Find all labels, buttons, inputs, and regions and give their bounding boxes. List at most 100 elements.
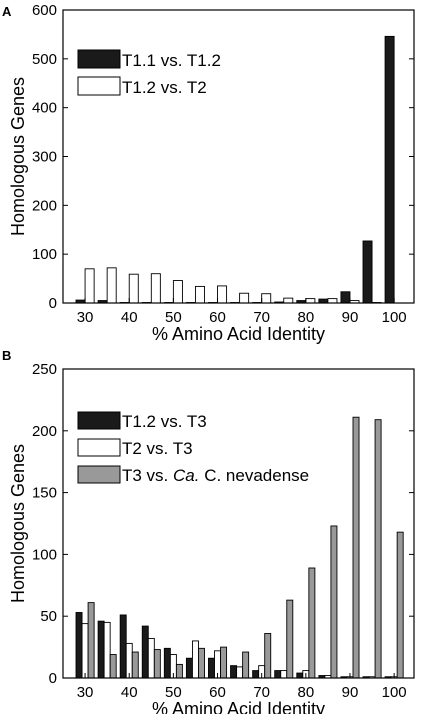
bar-t2-vs-t3-35 [103,621,111,679]
bar-t1-2-vs-t2-75 [283,297,294,304]
y-tick-label-0: 0 [49,670,57,687]
bar-t1-1-vs-t1-2-90 [340,291,351,304]
bar-t1-2-vs-t3-30 [75,612,83,679]
legend-label-t3-vs-ca-c-nevadense: T3 vs. Ca. C. nevadense [122,466,309,485]
panel-b-bars [75,416,404,679]
panel-b: B 0 50 100 150 200 250 30 40 50 60 70 80 90 100 Homo… [2,348,415,714]
bar-t1-2-vs-t2-85 [327,298,338,304]
bar-t1-2-vs-t3-65 [230,665,238,679]
panel-a-x-axis-label: % Amino Acid Identity [152,324,325,344]
x-tick-label-70: 70 [253,684,270,701]
legend-label-t12-vs-t2: T1.2 vs. T2 [122,78,207,97]
bar-t3-vs-ca-c-nevadense-85 [330,525,338,679]
y-tick-label-200: 200 [32,423,57,440]
legend-swatch-t2-vs-t3 [77,438,121,457]
y-tick-label-200: 200 [32,197,57,214]
y-tick-label-100: 100 [32,546,57,563]
x-tick-label-90: 90 [342,684,359,701]
bar-t1-2-vs-t3-60 [208,657,215,679]
bar-t3-vs-ca-c-nevadense-55 [198,647,205,679]
x-tick-label-80: 80 [297,684,314,701]
y-tick-label-500: 500 [32,51,57,68]
panel-a-y-axis-label: Homologous Genes [8,77,28,236]
panel-a-letter: A [2,4,12,19]
y-tick-label-400: 400 [32,100,57,117]
bar-t3-vs-ca-c-nevadense-80 [308,567,316,679]
legend-swatch-t12-vs-t3 [77,411,121,430]
panel-b-y-axis-label: Homologous Genes [8,444,28,603]
bar-t1-1-vs-t1-2-95 [362,240,373,304]
y-tick-label-600: 600 [32,2,57,19]
legend-label-t12-vs-t3: T1.2 vs. T3 [122,412,207,431]
legend-label-t2-vs-t3: T2 vs. T3 [122,439,193,458]
bar-t1-2-vs-t3-55 [185,657,193,679]
x-tick-label-60: 60 [209,684,226,701]
legend-swatch-t12-vs-t2 [77,76,121,96]
bar-t1-2-vs-t2-40 [128,273,139,304]
x-tick-label-80: 80 [297,309,314,326]
y-tick-label-50: 50 [40,608,57,625]
bar-t2-vs-t3-40 [125,642,133,679]
bar-t3-vs-ca-c-nevadense-35 [109,654,117,679]
x-tick-label-50: 50 [165,309,182,326]
panel-b-plot-frame [62,368,415,679]
bar-t3-vs-ca-c-nevadense-30 [87,602,95,679]
panel-a-bars [75,35,395,304]
bar-t1-1-vs-t1-2-100 [384,35,395,304]
x-tick-label-100: 100 [382,684,407,701]
panel-b-letter: B [2,348,11,363]
panel-b-x-ticks: 30 40 50 60 70 80 90 100 [77,673,407,701]
bar-t1-2-vs-t3-45 [141,625,149,679]
bar-t1-2-vs-t2-50 [172,280,183,304]
x-tick-label-40: 40 [121,684,138,701]
bar-t1-2-vs-t2-45 [150,273,161,304]
bar-t2-vs-t3-30 [81,623,89,679]
y-tick-label-300: 300 [32,149,57,166]
x-tick-label-30: 30 [77,684,94,701]
bar-t1-2-vs-t2-65 [239,292,250,304]
panel-a-x-ticks: 30 40 50 60 70 80 90 100 [77,298,407,326]
bar-t3-vs-ca-c-nevadense-100 [396,531,404,679]
bar-t3-vs-ca-c-nevadense-40 [131,651,139,679]
bar-t1-2-vs-t2-70 [261,293,272,304]
x-tick-label-90: 90 [342,309,359,326]
bar-t1-2-vs-t3-50 [163,647,171,679]
bar-t1-2-vs-t2-80 [305,298,316,304]
bar-t3-vs-ca-c-nevadense-75 [286,599,294,679]
bar-t2-vs-t3-75 [280,670,288,679]
bar-t3-vs-ca-c-nevadense-90 [352,416,360,679]
legend-swatch-t3-vs-ca-c-nevadense [77,465,121,484]
bar-t1-2-vs-t2-30 [84,268,95,304]
bar-t1-2-vs-t2-60 [217,285,228,304]
x-tick-label-60: 60 [209,309,226,326]
x-tick-label-30: 30 [77,309,94,326]
bar-t1-2-vs-t2-35 [106,267,117,304]
x-tick-label-50: 50 [165,684,182,701]
y-tick-label-100: 100 [32,246,57,263]
legend-label-t11-vs-t12: T1.1 vs. T1.2 [122,51,221,70]
y-tick-label-150: 150 [32,485,57,502]
bar-t3-vs-ca-c-nevadense-65 [242,651,250,679]
bar-t1-2-vs-t3-75 [274,670,282,679]
legend-label-prefix: T3 vs. [122,466,173,485]
bar-t2-vs-t3-65 [236,666,244,679]
bar-t1-2-vs-t3-80 [296,672,304,679]
bar-t1-2-vs-t3-70 [252,670,260,679]
bar-t3-vs-ca-c-nevadense-50 [175,663,183,679]
bar-t3-vs-ca-c-nevadense-95 [374,419,382,679]
bar-t2-vs-t3-55 [191,640,199,679]
x-tick-label-70: 70 [253,309,270,326]
bar-t3-vs-ca-c-nevadense-60 [220,646,228,679]
x-tick-label-100: 100 [382,309,407,326]
panel-b-x-axis-label: % Amino Acid Identity [152,699,325,714]
panel-a-y-ticks: 0 100 200 300 400 500 600 [32,2,414,312]
legend-label-italic: Ca. [173,466,199,485]
panel-b-y-ticks: 0 50 100 150 200 250 [32,361,414,687]
bar-t1-2-vs-t3-40 [119,614,127,679]
panel-a-legend: T1.1 vs. T1.2 T1.2 vs. T2 [77,49,221,97]
y-tick-label-250: 250 [32,361,57,378]
bar-t1-2-vs-t2-55 [194,285,205,304]
legend-label-suffix: C. nevadense [199,466,309,485]
